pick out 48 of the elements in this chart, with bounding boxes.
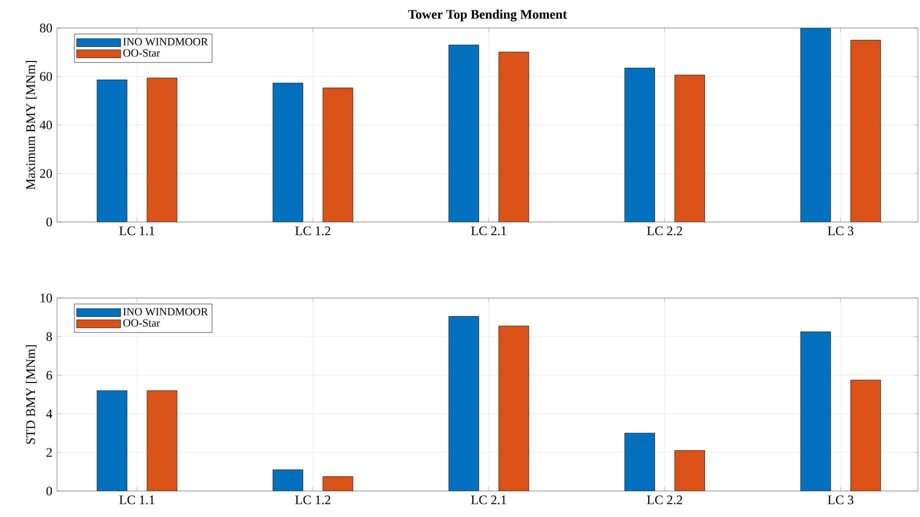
x-tick-label: LC 2.2 [647,226,682,236]
y-tick-label: 60 [40,72,52,81]
x-tick-label: LC 3 [828,226,854,236]
bar [146,390,178,491]
bar [850,40,881,222]
bar [800,28,831,222]
y-tick-label: 0 [46,218,52,226]
y-tick-label: 40 [40,120,52,130]
bar [624,432,655,491]
bar [448,44,480,222]
y-tick-label: 8 [46,332,52,341]
bar [850,380,881,491]
x-tick-label: LC 1.2 [295,226,330,236]
bar [322,476,354,491]
legend-label: OO-Star [123,319,160,327]
y-tick-label: 80 [40,24,52,32]
legend-label: INO WINDMOOR [123,308,208,316]
x-tick-label: LC 2.2 [647,496,682,504]
bar [322,88,354,222]
y-axis-title: STD BMY [MNm] [26,345,37,444]
x-tick-label: LC 1.1 [119,226,154,236]
bar [498,326,530,491]
x-tick-label: LC 3 [828,496,854,504]
y-tick-label: 10 [40,294,52,302]
bar [674,450,705,491]
x-tick-label: LC 1.1 [119,496,154,504]
x-tick-label: LC 1.2 [295,496,330,504]
legend-label: OO-Star [123,49,160,57]
bar [448,316,480,491]
bar [272,470,304,491]
y-axis-title: Maximum BMY [MNm] [26,60,37,190]
chart-title: Tower Top Bending Moment [408,10,567,22]
y-tick-label: 0 [46,486,52,496]
y-tick-label: 20 [40,169,52,178]
bar [498,52,530,222]
legend-label: INO WINDMOOR [123,38,208,46]
bar [96,80,128,222]
y-tick-label: 4 [46,410,52,418]
bar [96,390,128,491]
bar [800,332,831,491]
y-tick-label: 6 [46,370,52,380]
y-tick-label: 2 [46,448,52,457]
bar [272,82,304,222]
bar [146,78,178,222]
x-tick-label: LC 2.1 [471,226,506,236]
bar [674,74,705,222]
x-tick-label: LC 2.1 [471,496,506,504]
bar [624,68,655,222]
